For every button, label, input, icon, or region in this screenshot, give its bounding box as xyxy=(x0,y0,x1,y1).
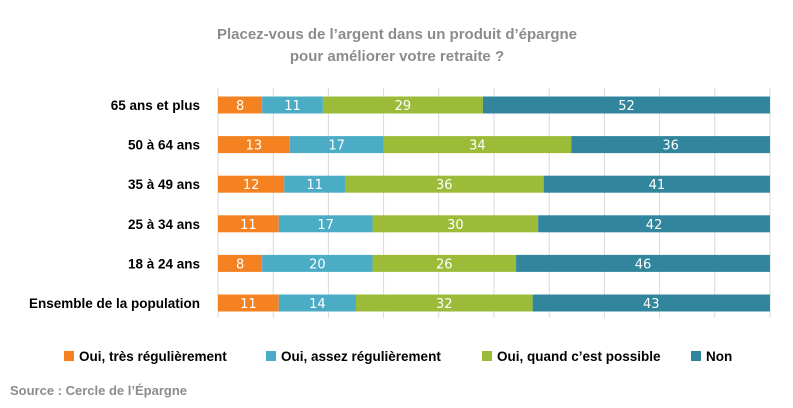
data-label: 11 xyxy=(284,99,301,114)
bar-segment xyxy=(289,136,384,154)
data-label: 32 xyxy=(436,297,453,312)
data-label: 20 xyxy=(309,257,326,272)
legend-swatch xyxy=(64,351,74,361)
data-label: 8 xyxy=(236,99,244,114)
bar-segment xyxy=(278,215,373,233)
bar-segment xyxy=(516,254,770,272)
bar-segment xyxy=(538,215,770,233)
data-label: 12 xyxy=(243,178,260,193)
bar-segment xyxy=(543,175,770,193)
bar-segment xyxy=(532,294,770,312)
category-label: 65 ans et plus xyxy=(111,98,200,113)
source-note: Source : Cercle de l’Épargne xyxy=(10,383,187,398)
bar-segment xyxy=(482,96,770,114)
category-label: 35 à 49 ans xyxy=(128,177,200,192)
legend-swatch xyxy=(691,351,701,361)
category-label: Ensemble de la population xyxy=(29,296,200,311)
bar-segment xyxy=(218,294,279,312)
bar-segment xyxy=(356,294,533,312)
category-label: 50 à 64 ans xyxy=(128,138,200,153)
data-label: 11 xyxy=(240,218,257,233)
data-label: 14 xyxy=(309,297,326,312)
legend-label: Oui, très régulièrement xyxy=(79,349,227,364)
bar-segment xyxy=(383,136,572,154)
bar-segment xyxy=(218,254,263,272)
data-label: 41 xyxy=(649,178,666,193)
bar-segment xyxy=(372,254,517,272)
data-label: 30 xyxy=(447,218,464,233)
legend-label: Non xyxy=(706,349,732,364)
legend-label: Oui, quand c’est possible xyxy=(497,349,661,364)
data-label: 17 xyxy=(317,218,334,233)
category-labels: 65 ans et plus 50 à 64 ans 35 à 49 ans 25 à… xyxy=(29,98,200,311)
legend-swatch xyxy=(266,351,276,361)
legend-label: Oui, assez régulièrement xyxy=(281,349,441,364)
bar-segment xyxy=(218,96,263,114)
category-label: 18 à 24 ans xyxy=(128,256,200,271)
data-label: 17 xyxy=(328,139,345,154)
gridlines xyxy=(217,88,771,318)
data-label: 52 xyxy=(618,99,635,114)
bar-segment xyxy=(218,215,279,233)
bar-segment xyxy=(262,254,373,272)
data-label: 29 xyxy=(395,99,412,114)
data-label: 36 xyxy=(436,178,453,193)
data-label: 42 xyxy=(646,218,663,233)
data-label: 43 xyxy=(643,297,660,312)
data-label: 36 xyxy=(662,139,679,154)
chart-title-line-2: pour améliorer votre retraite ? xyxy=(290,48,504,65)
bar-segment xyxy=(344,175,544,193)
bar-segment xyxy=(372,215,539,233)
legend: Oui, très régulièrement Oui, assez réguli… xyxy=(64,349,732,364)
bar-segment xyxy=(571,136,770,154)
bar-segment xyxy=(218,175,285,193)
bars: 8 11 29 52 13 17 34 36 12 11 36 41 11 17 30 42 8 20 26 46 11… xyxy=(218,96,770,312)
bar-segment xyxy=(322,96,483,114)
data-label: 46 xyxy=(635,257,652,272)
data-label: 11 xyxy=(306,178,323,193)
data-label: 34 xyxy=(469,139,486,154)
bar-segment xyxy=(284,175,345,193)
bar-segment xyxy=(278,294,356,312)
data-label: 26 xyxy=(436,257,453,272)
legend-swatch xyxy=(482,351,492,361)
chart-title-line-1: Placez-vous de l’argent dans un produit … xyxy=(217,26,577,43)
category-label: 25 à 34 ans xyxy=(128,217,200,232)
bar-segment xyxy=(262,96,323,114)
data-label: 8 xyxy=(236,257,244,272)
bar-segment xyxy=(218,136,290,154)
data-label: 11 xyxy=(240,297,257,312)
data-label: 13 xyxy=(246,139,263,154)
